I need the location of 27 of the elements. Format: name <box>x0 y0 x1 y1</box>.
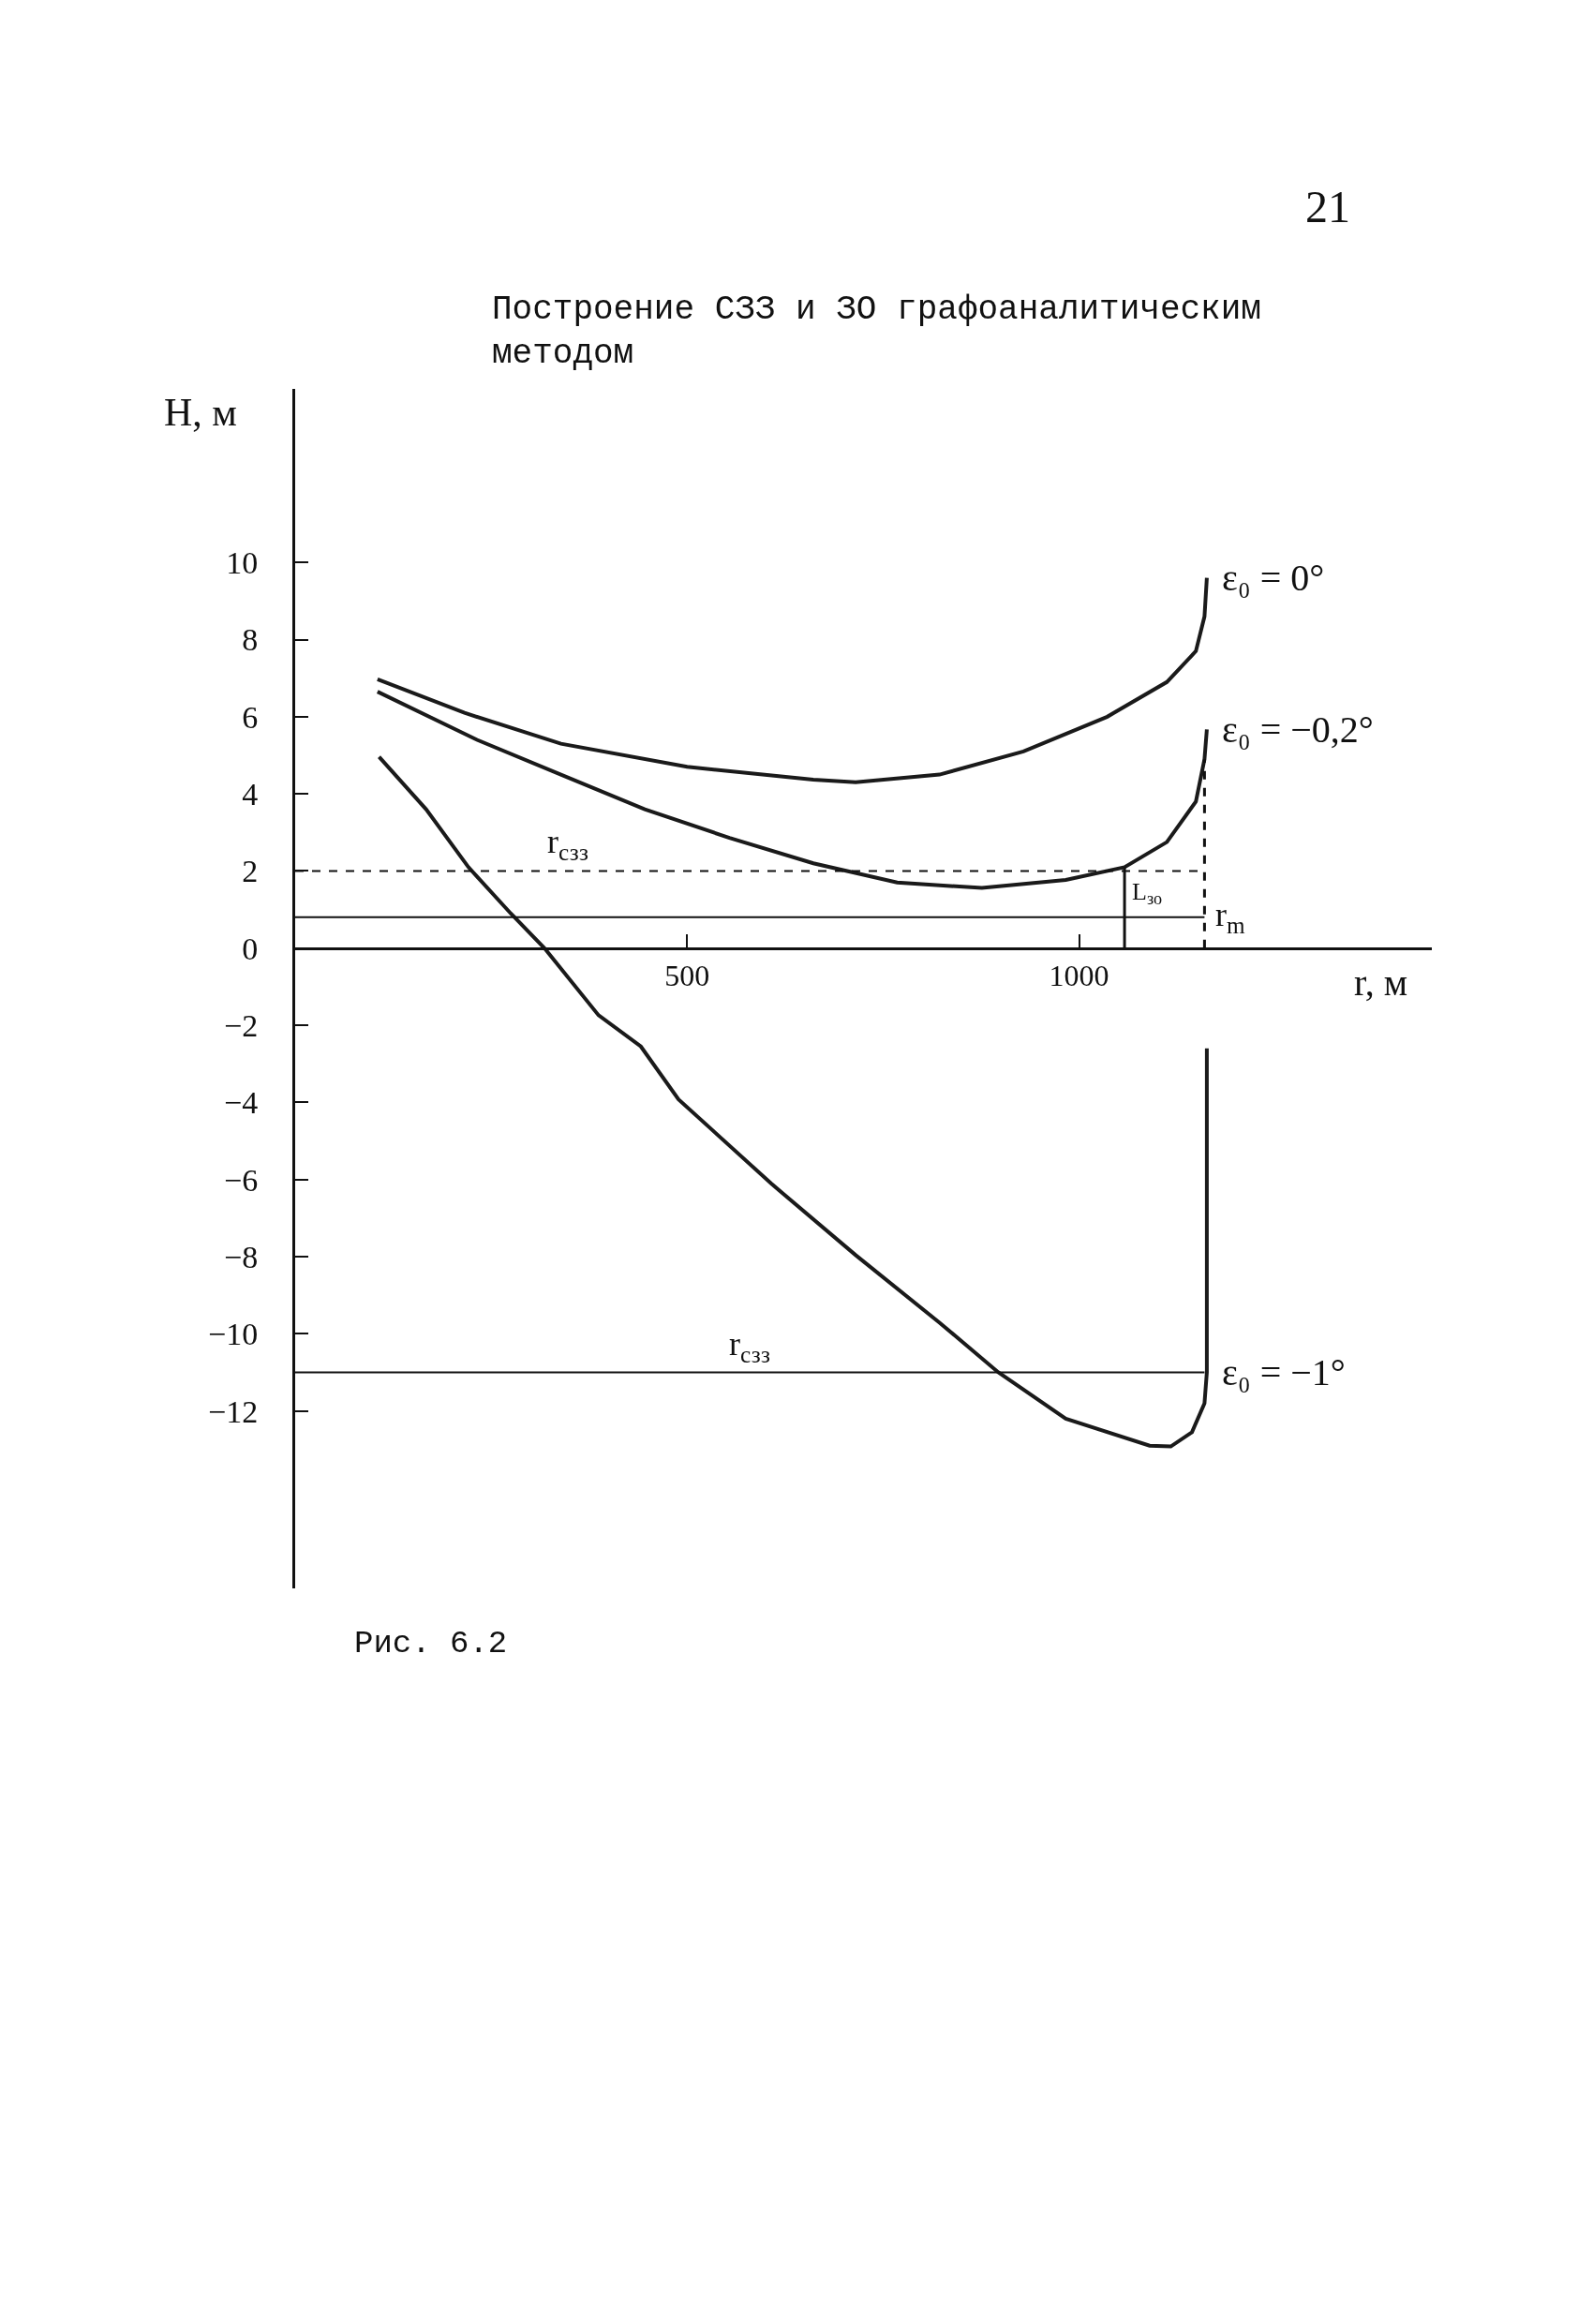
y-tick-label: −6 <box>224 1162 259 1198</box>
y-tick-label: 2 <box>242 854 259 889</box>
y-axis-title: H, м <box>164 391 237 434</box>
x-tick-label: 1000 <box>1049 959 1109 993</box>
y-tick-label: −10 <box>208 1317 259 1352</box>
y-tick-label: 4 <box>242 777 259 812</box>
ref-line-label: r$_{сзз}$ <box>547 823 589 865</box>
line-series <box>375 575 1209 784</box>
y-tick-label: 0 <box>242 931 259 966</box>
ref-line-label: r$_{сзз}$ <box>729 1325 771 1367</box>
series-label: ε₀ = −1° <box>1222 1351 1346 1393</box>
y-tick-label: −12 <box>208 1393 259 1429</box>
ref-line-label: r$_{m}$ <box>1215 896 1245 938</box>
series-label: ε₀ = −0,2° <box>1222 708 1374 751</box>
chart-title: Построение СЗЗ и ЗО графоаналитическим методом <box>492 290 1261 373</box>
x-axis-title: r, м <box>1354 961 1408 1004</box>
y-tick-label: 10 <box>226 545 259 581</box>
series-label: ε₀ = 0° <box>1222 557 1325 599</box>
y-tick-label: −8 <box>224 1239 259 1274</box>
y-tick-label: 6 <box>242 699 259 735</box>
text: 21 <box>1305 182 1350 231</box>
y-tick-label: −2 <box>224 1008 259 1043</box>
ref-line-label: L$_{зо}$ <box>1132 878 1163 909</box>
x-tick-label: 500 <box>664 959 710 993</box>
y-tick-label: −4 <box>224 1085 259 1121</box>
text: Рис. 6.2 <box>354 1626 508 1661</box>
y-tick-label: 8 <box>242 622 259 658</box>
